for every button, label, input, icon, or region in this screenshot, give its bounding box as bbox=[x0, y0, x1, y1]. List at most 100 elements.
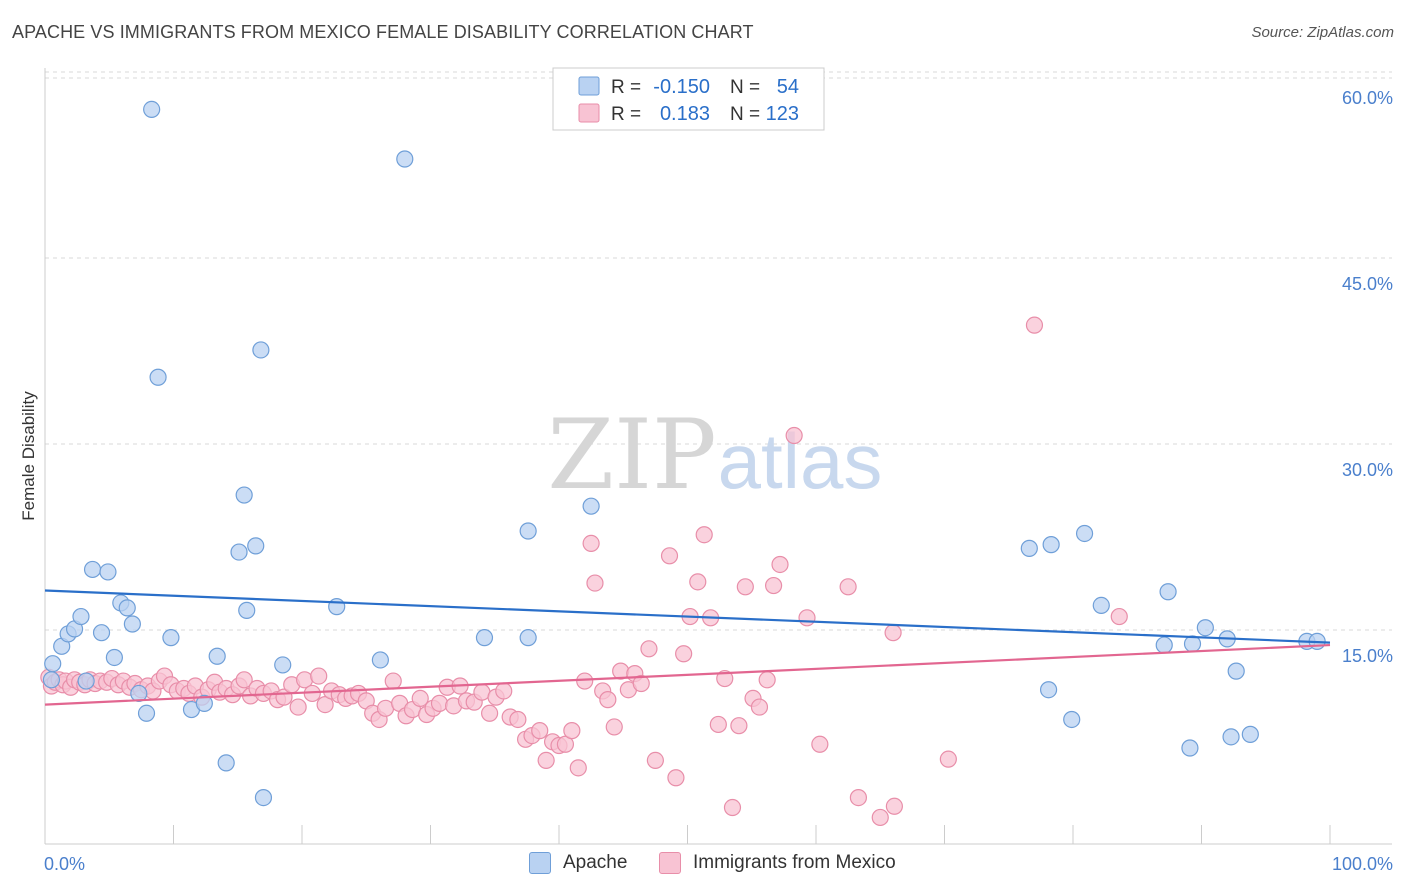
apache-trend-line bbox=[44, 589, 1331, 644]
mexico-point[interactable] bbox=[310, 667, 328, 685]
apache-point[interactable] bbox=[1241, 725, 1259, 743]
apache-point[interactable] bbox=[274, 656, 292, 674]
apache-point[interactable] bbox=[1181, 739, 1199, 757]
mexico-point[interactable] bbox=[411, 689, 429, 708]
mexico-point[interactable] bbox=[849, 788, 868, 807]
mexico-point[interactable] bbox=[811, 735, 829, 753]
mexico-point[interactable] bbox=[689, 573, 707, 591]
apache-point[interactable] bbox=[195, 694, 213, 712]
apache-point[interactable] bbox=[475, 629, 494, 647]
mexico-point[interactable] bbox=[481, 704, 499, 722]
mexico-point[interactable] bbox=[537, 751, 555, 770]
mexico-point[interactable] bbox=[599, 691, 617, 709]
mexico-point[interactable] bbox=[384, 672, 402, 690]
apache-point[interactable] bbox=[238, 601, 256, 619]
legend-item-mexico[interactable]: Immigrants from Mexico bbox=[659, 852, 896, 874]
mexico-point[interactable] bbox=[632, 674, 650, 693]
mexico-point[interactable] bbox=[764, 576, 783, 595]
mexico-point[interactable] bbox=[646, 751, 664, 770]
apache-point[interactable] bbox=[123, 615, 141, 633]
apache-point[interactable] bbox=[1092, 596, 1110, 615]
apache-point[interactable] bbox=[130, 684, 148, 703]
apache-point[interactable] bbox=[162, 629, 180, 647]
mexico-point[interactable] bbox=[576, 672, 594, 690]
mexico-point[interactable] bbox=[495, 682, 513, 700]
mexico-point[interactable] bbox=[569, 759, 587, 777]
apache-point[interactable] bbox=[519, 629, 537, 647]
mexico-point[interactable] bbox=[509, 710, 527, 729]
mexico-point[interactable] bbox=[885, 797, 903, 815]
mexico-point[interactable] bbox=[582, 534, 600, 553]
mexico-point[interactable] bbox=[586, 574, 604, 592]
mexico-point[interactable] bbox=[1025, 316, 1044, 334]
apache-point[interactable] bbox=[72, 607, 90, 626]
mexico-point[interactable] bbox=[785, 426, 803, 445]
legend-item-apache[interactable]: Apache bbox=[529, 852, 627, 874]
apache-point[interactable] bbox=[137, 704, 156, 722]
mexico-point[interactable] bbox=[798, 609, 816, 627]
apache-point[interactable] bbox=[92, 624, 111, 642]
x-tick-label: 100.0% bbox=[1332, 854, 1393, 874]
apache-point[interactable] bbox=[217, 754, 235, 772]
apache-point[interactable] bbox=[118, 599, 136, 617]
apache-point[interactable] bbox=[83, 560, 102, 579]
mexico-point[interactable] bbox=[709, 715, 727, 734]
apache-point[interactable] bbox=[1042, 536, 1060, 554]
mexico-point[interactable] bbox=[1110, 607, 1128, 626]
apache-point[interactable] bbox=[143, 100, 161, 119]
apache-point[interactable] bbox=[99, 563, 117, 581]
mexico-point[interactable] bbox=[716, 669, 734, 688]
mexico-point[interactable] bbox=[430, 694, 449, 712]
mexico-point[interactable] bbox=[289, 698, 307, 716]
legend-label-apache: Apache bbox=[563, 852, 628, 873]
apache-point[interactable] bbox=[235, 486, 253, 504]
apache-point[interactable] bbox=[1020, 539, 1038, 557]
mexico-point[interactable] bbox=[667, 769, 685, 787]
mexico-point[interactable] bbox=[758, 671, 776, 689]
apache-point[interactable] bbox=[1227, 662, 1245, 680]
mexico-point[interactable] bbox=[235, 671, 253, 689]
mexico-point[interactable] bbox=[884, 624, 902, 642]
mexico-point[interactable] bbox=[871, 808, 889, 827]
apache-point[interactable] bbox=[44, 655, 62, 673]
apache-point[interactable] bbox=[519, 522, 537, 540]
source-note: Source: ZipAtlas.com bbox=[1251, 24, 1394, 41]
apache-point[interactable] bbox=[77, 672, 95, 690]
apache-point[interactable] bbox=[149, 368, 167, 386]
mexico-point[interactable] bbox=[640, 640, 658, 658]
apache-point[interactable] bbox=[42, 671, 61, 689]
apache-point[interactable] bbox=[1222, 728, 1240, 746]
mexico-point[interactable] bbox=[939, 750, 957, 768]
mexico-point[interactable] bbox=[839, 578, 857, 596]
mexico-point[interactable] bbox=[771, 555, 789, 574]
chart-title: APACHE VS IMMIGRANTS FROM MEXICO FEMALE … bbox=[12, 22, 754, 42]
apache-point[interactable] bbox=[247, 537, 265, 555]
mexico-point[interactable] bbox=[723, 798, 742, 817]
apache-point[interactable] bbox=[105, 648, 123, 667]
apache-point[interactable] bbox=[252, 341, 270, 359]
apache-point[interactable] bbox=[254, 788, 273, 807]
mexico-point[interactable] bbox=[695, 526, 713, 544]
apache-point[interactable] bbox=[1063, 710, 1081, 729]
mexico-point[interactable] bbox=[736, 578, 754, 596]
mexico-point[interactable] bbox=[675, 645, 693, 663]
mexico-point[interactable] bbox=[750, 698, 769, 716]
apache-point[interactable] bbox=[1075, 524, 1094, 543]
mexico-point[interactable] bbox=[730, 717, 748, 735]
x-tick-label: 0.0% bbox=[44, 854, 85, 874]
y-tick-label: 45.0% bbox=[1342, 274, 1393, 294]
mexico-point[interactable] bbox=[563, 722, 581, 740]
apache-point[interactable] bbox=[582, 497, 600, 515]
apache-point[interactable] bbox=[1159, 583, 1177, 601]
watermark: ZIP atlas bbox=[547, 399, 882, 511]
apache-point[interactable] bbox=[1039, 681, 1058, 699]
apache-point[interactable] bbox=[371, 651, 389, 669]
apache-point[interactable] bbox=[208, 647, 226, 665]
apache-point[interactable] bbox=[396, 150, 414, 168]
apache-point[interactable] bbox=[1155, 636, 1173, 654]
mexico-point[interactable] bbox=[660, 547, 679, 565]
apache-point[interactable] bbox=[230, 543, 248, 561]
mexico-point[interactable] bbox=[531, 722, 549, 740]
apache-point[interactable] bbox=[1196, 619, 1214, 637]
mexico-point[interactable] bbox=[605, 718, 623, 736]
